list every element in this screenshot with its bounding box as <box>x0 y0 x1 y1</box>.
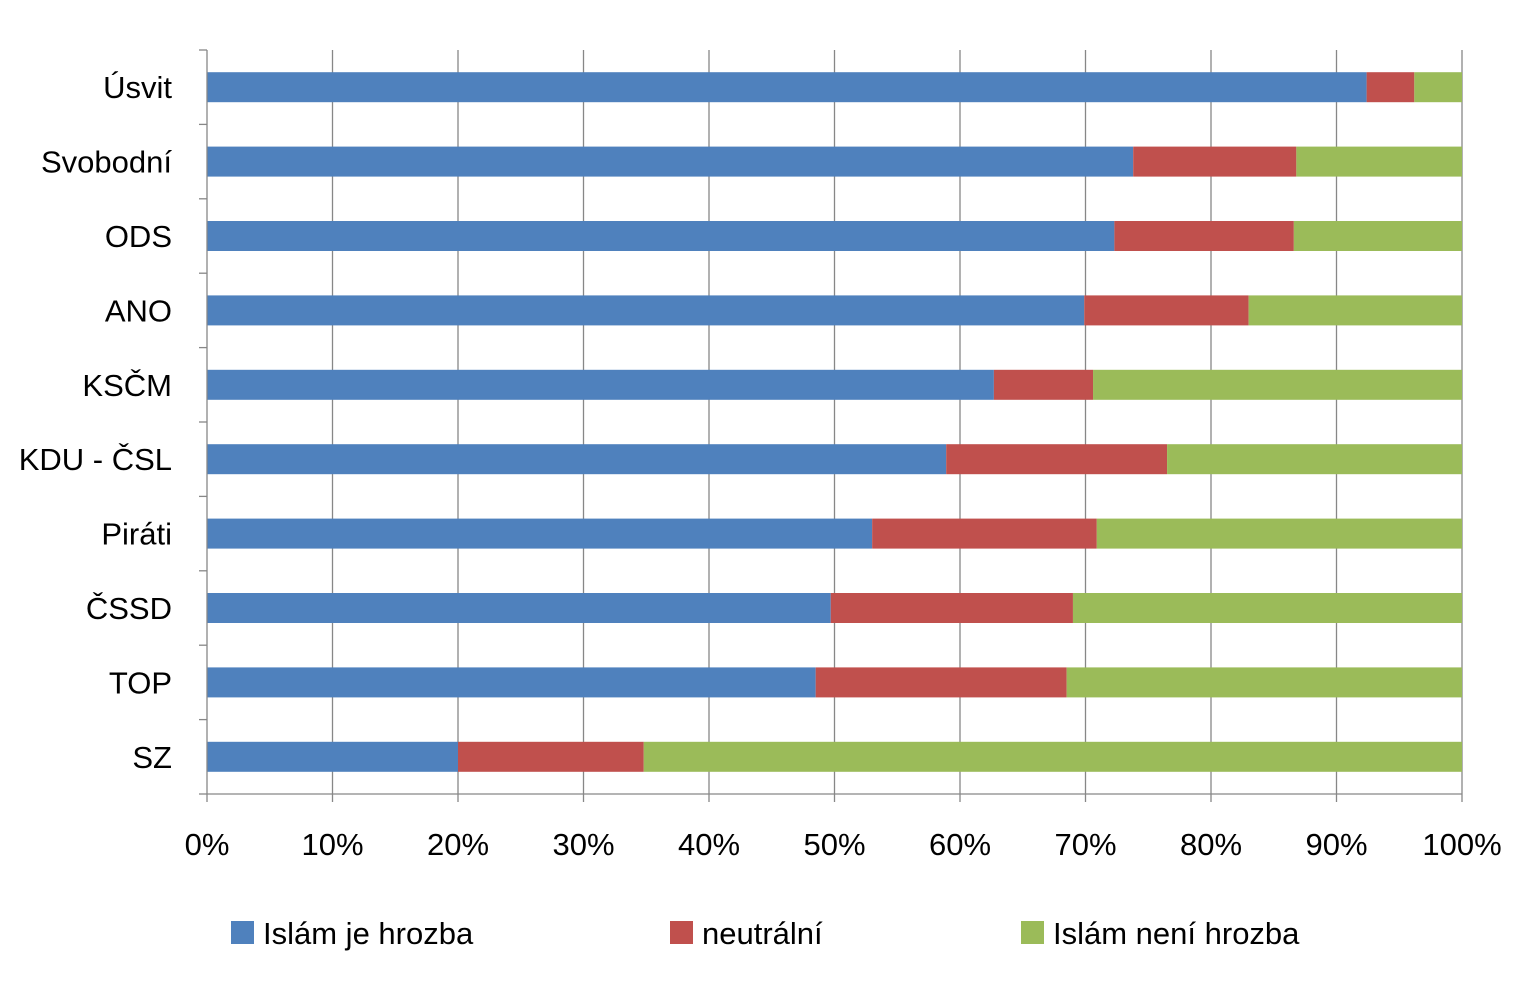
bar-segment <box>1293 221 1462 251</box>
x-tick-label: 50% <box>803 827 865 862</box>
bar-segment <box>1093 369 1462 400</box>
bar-segment <box>830 593 1073 623</box>
x-tick-label: 10% <box>301 827 363 862</box>
category-label: SZ <box>132 740 172 775</box>
bar-segment <box>643 741 1462 772</box>
legend-label: neutrální <box>702 916 823 951</box>
bar-segment <box>815 667 1067 698</box>
x-tick-label: 90% <box>1305 827 1367 862</box>
bar-segment <box>207 593 831 623</box>
bar-segment <box>207 221 1115 251</box>
category-label: ANO <box>105 293 172 328</box>
bar-segment <box>1084 295 1249 326</box>
bar-segment <box>946 444 1168 475</box>
bar-segment <box>207 295 1085 326</box>
bars <box>207 72 1462 772</box>
x-tick-label: 0% <box>185 827 230 862</box>
category-label: ČSSD <box>86 591 172 626</box>
x-tick-labels: 0% 10% 20% 30% 40% 50% 60% 70% 80% 90% 100% <box>185 827 1502 862</box>
x-tick-label: 70% <box>1054 827 1116 862</box>
legend-swatch <box>231 921 254 944</box>
x-tick-label: 60% <box>929 827 991 862</box>
category-labels: Úsvit Svobodní ODS ANO KSČM KDU - ČSL Piráti ČS… <box>19 70 173 775</box>
bar-segment <box>1096 518 1462 549</box>
x-tick-label: 40% <box>678 827 740 862</box>
bar-segment <box>207 146 1134 177</box>
legend-swatch <box>1021 921 1044 944</box>
legend-label: Islám je hrozba <box>263 916 474 951</box>
legend-swatch <box>670 921 693 944</box>
x-tick-label: 30% <box>552 827 614 862</box>
bar-segment <box>1366 72 1415 103</box>
category-label: KDU - ČSL <box>19 442 172 477</box>
bar-segment <box>1167 444 1462 475</box>
bar-segment <box>207 444 947 475</box>
bar-segment <box>1114 221 1294 251</box>
bar-segment <box>207 72 1367 103</box>
bar-segment <box>1414 72 1462 103</box>
bar-segment <box>207 667 816 698</box>
bar-segment <box>993 369 1094 400</box>
legend-label: Islám není hrozba <box>1053 916 1300 951</box>
x-tick-label: 80% <box>1180 827 1242 862</box>
bar-segment <box>872 518 1097 549</box>
category-label: Svobodní <box>41 145 172 180</box>
bar-segment <box>458 741 644 772</box>
category-label: KSČM <box>82 368 172 403</box>
legend: Islám je hrozba neutrální Islám není hrozb… <box>231 916 1300 951</box>
bar-segment <box>207 741 458 772</box>
bar-segment <box>207 369 994 400</box>
bar-segment <box>1066 667 1462 698</box>
bar-segment <box>1133 146 1297 177</box>
x-tick-label: 20% <box>427 827 489 862</box>
bar-segment <box>1072 593 1462 623</box>
x-tick-label: 100% <box>1422 827 1501 862</box>
bar-segment <box>1296 146 1462 177</box>
category-label: Úsvit <box>103 70 172 105</box>
category-label: ODS <box>105 219 172 254</box>
bar-segment <box>1248 295 1462 326</box>
category-label: Piráti <box>101 517 172 552</box>
bar-segment <box>207 518 873 549</box>
axes <box>199 49 1463 802</box>
category-label: TOP <box>109 665 172 700</box>
